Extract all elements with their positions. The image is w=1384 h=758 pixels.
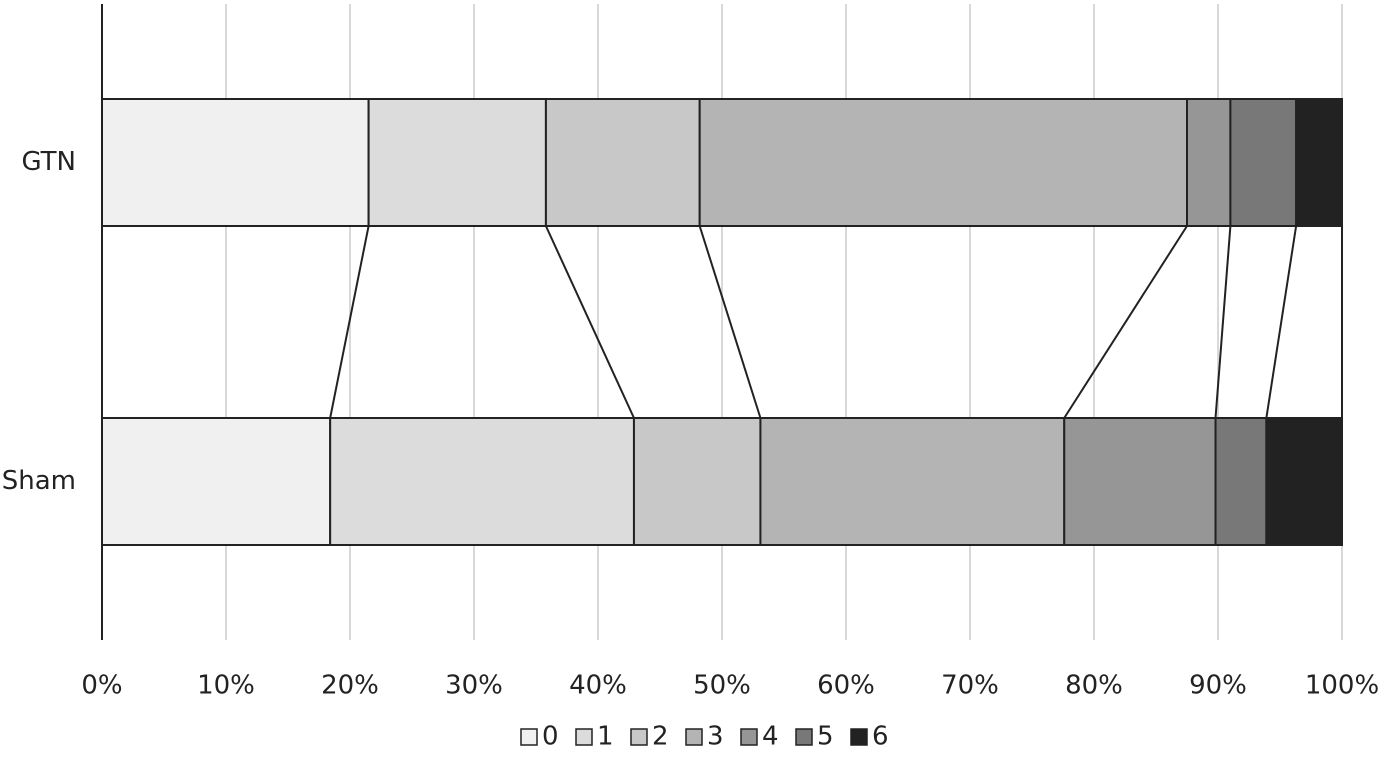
category-labels: GTN Sham bbox=[2, 147, 76, 496]
x-tick-label: 0% bbox=[81, 671, 122, 701]
x-tick-label: 60% bbox=[817, 671, 875, 701]
bar-segment bbox=[1295, 98, 1343, 227]
series-connector-line bbox=[1214, 225, 1232, 419]
category-label: GTN bbox=[21, 147, 76, 177]
series-connector-line bbox=[698, 225, 762, 419]
x-tick-label: 30% bbox=[445, 671, 503, 701]
bar-segment bbox=[632, 417, 762, 546]
legend-label: 6 bbox=[872, 722, 889, 752]
bar-segment bbox=[329, 417, 635, 546]
bar-segment bbox=[367, 98, 547, 227]
x-tick-label: 90% bbox=[1189, 671, 1247, 701]
bars bbox=[101, 98, 1343, 546]
x-tick-labels: 0% 10% 20% 30% 40% 50% 60% 70% 80% 90% 100% bbox=[81, 671, 1379, 701]
bar-segment bbox=[1229, 98, 1298, 227]
legend: 0 1 2 3 4 5 6 bbox=[520, 722, 889, 752]
legend-label: 0 bbox=[542, 722, 559, 752]
legend-swatch bbox=[575, 728, 593, 746]
x-tick-label: 20% bbox=[321, 671, 379, 701]
legend-swatch bbox=[850, 728, 868, 746]
series-connector-lines bbox=[329, 225, 1343, 419]
x-tick-label: 80% bbox=[1065, 671, 1123, 701]
bar-segment bbox=[1063, 417, 1217, 546]
bar-segment bbox=[1214, 417, 1268, 546]
x-tick-label: 70% bbox=[941, 671, 999, 701]
bar-segment bbox=[544, 98, 701, 227]
x-tick-label: 100% bbox=[1305, 671, 1379, 701]
bar-segment bbox=[101, 98, 370, 227]
legend-swatch bbox=[740, 728, 758, 746]
legend-swatch bbox=[685, 728, 703, 746]
series-connector-line bbox=[1265, 225, 1298, 419]
legend-swatch bbox=[520, 728, 538, 746]
bar-segment bbox=[1186, 98, 1232, 227]
legend-swatch bbox=[630, 728, 648, 746]
legend-label: 1 bbox=[597, 722, 614, 752]
series-connector-line bbox=[329, 225, 370, 419]
x-tick-label: 50% bbox=[693, 671, 751, 701]
series-connector-line bbox=[545, 225, 635, 419]
legend-swatch bbox=[795, 728, 813, 746]
legend-label: 5 bbox=[817, 722, 834, 752]
x-tick-label: 10% bbox=[197, 671, 255, 701]
x-tick-label: 40% bbox=[569, 671, 627, 701]
bar-segment bbox=[101, 417, 332, 546]
bar-segment bbox=[759, 417, 1066, 546]
bar-segment bbox=[1265, 417, 1343, 546]
series-connector-line bbox=[1063, 225, 1188, 419]
bar-segment bbox=[698, 98, 1188, 227]
legend-label: 3 bbox=[707, 722, 724, 752]
legend-label: 2 bbox=[652, 722, 669, 752]
legend-label: 4 bbox=[762, 722, 779, 752]
category-label: Sham bbox=[2, 466, 76, 496]
